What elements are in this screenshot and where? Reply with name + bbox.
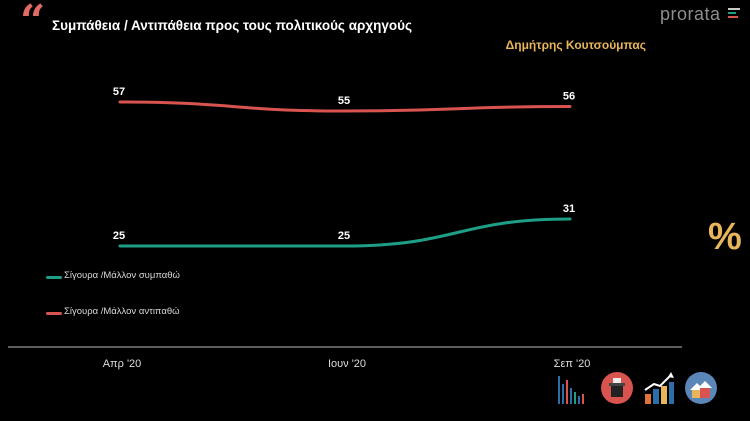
legend-label: Σίγουρα /Μάλλον αντιπαθώ xyxy=(64,306,180,317)
chart-subtitle: Δημήτρης Κουτσούμπας xyxy=(505,38,646,52)
brand-logo: prorata xyxy=(660,4,721,24)
data-label: 55 xyxy=(338,95,350,107)
brand-bars-icon xyxy=(728,8,742,22)
quote-mark-icon: “ xyxy=(20,0,46,47)
series-line-1 xyxy=(118,100,572,113)
legend-swatch xyxy=(46,276,62,279)
bar-chart-icon xyxy=(554,370,588,406)
series-line-0 xyxy=(118,217,572,248)
data-label: 57 xyxy=(113,86,125,98)
data-label: 31 xyxy=(563,203,575,215)
houses-icon xyxy=(684,370,718,406)
data-label: 25 xyxy=(338,230,350,242)
data-label: 56 xyxy=(563,91,575,103)
data-label: 25 xyxy=(113,230,125,242)
x-tick-label: Ιουν '20 xyxy=(328,358,366,370)
trend-up-icon xyxy=(642,370,676,406)
poll-box-icon xyxy=(600,370,634,406)
legend-swatch xyxy=(46,312,62,315)
percent-icon: % xyxy=(708,216,742,258)
legend-label: Σίγουρα /Μάλλον συμπαθώ xyxy=(64,270,180,281)
footer-icons xyxy=(554,370,724,410)
x-tick-label: Απρ '20 xyxy=(103,358,142,370)
x-tick-label: Σεπ '20 xyxy=(554,358,591,370)
chart-title: Συμπάθεια / Αντιπάθεια προς τους πολιτικ… xyxy=(52,18,413,33)
